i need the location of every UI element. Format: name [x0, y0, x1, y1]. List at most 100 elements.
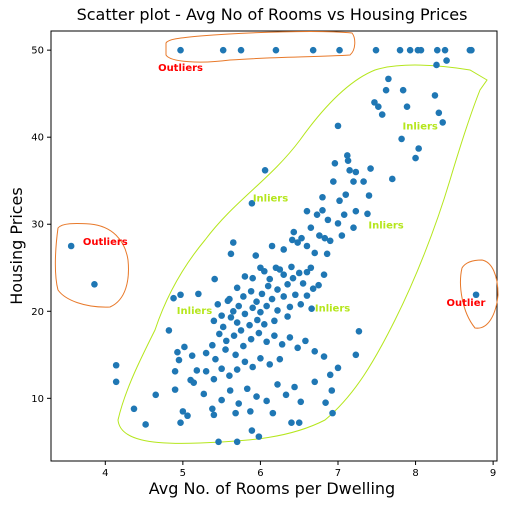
data-point [226, 387, 234, 394]
data-point [372, 46, 380, 54]
data-point [311, 249, 319, 257]
data-point [263, 338, 270, 346]
data-point [352, 207, 360, 215]
point-layer [67, 46, 480, 446]
data-point [247, 408, 254, 415]
data-point [439, 119, 447, 126]
data-point [276, 355, 284, 363]
annotation-label: Inliers [403, 121, 438, 132]
data-point [336, 46, 343, 54]
data-point [249, 363, 256, 371]
data-point [235, 302, 243, 310]
data-point [415, 145, 422, 152]
data-point [308, 305, 315, 312]
data-point [261, 267, 268, 275]
data-point [286, 334, 294, 341]
data-point [342, 191, 350, 198]
data-point [264, 282, 272, 290]
x-tick-label: 6 [257, 468, 263, 479]
data-point [210, 411, 218, 419]
chart-title: Scatter plot - Avg No of Rooms vs Housin… [77, 5, 468, 24]
data-point [343, 152, 351, 159]
data-point [241, 358, 249, 366]
x-tick-label: 5 [180, 468, 186, 479]
data-point [175, 356, 183, 364]
data-point [219, 323, 227, 331]
data-point [412, 154, 419, 162]
data-point [324, 216, 332, 224]
data-point [336, 197, 343, 205]
data-point [200, 390, 208, 398]
data-point [371, 99, 378, 106]
data-point [266, 275, 274, 283]
annotation-label: Inliers [177, 306, 212, 317]
data-point [433, 46, 441, 54]
data-point [247, 335, 255, 343]
data-point [233, 438, 241, 446]
data-point [303, 207, 311, 215]
data-point [288, 419, 295, 427]
data-point [311, 348, 319, 355]
data-point [246, 321, 253, 329]
data-point [249, 274, 256, 282]
data-point [280, 246, 287, 253]
data-point [219, 46, 227, 54]
data-point [378, 111, 386, 118]
data-point [435, 109, 443, 117]
data-point [297, 301, 305, 308]
data-point [269, 409, 277, 417]
x-tick-label: 4 [102, 468, 108, 479]
data-point [382, 86, 390, 94]
data-point [177, 291, 184, 299]
data-point [230, 332, 238, 339]
x-tick-label: 9 [490, 468, 496, 479]
data-point [257, 308, 264, 316]
data-point [177, 46, 184, 54]
data-point [202, 349, 210, 357]
inlier-region [117, 64, 488, 444]
data-point [346, 166, 353, 174]
data-point [331, 160, 339, 167]
data-point [367, 165, 374, 172]
data-point [209, 341, 216, 349]
outlier-region-top [165, 31, 356, 63]
data-point [240, 342, 247, 350]
x-tick-label: 8 [412, 468, 418, 479]
data-point [142, 421, 149, 428]
data-point [170, 294, 177, 302]
data-point [216, 330, 223, 338]
data-point [309, 46, 317, 54]
data-point [284, 313, 291, 320]
data-point [272, 46, 280, 54]
data-point [224, 297, 232, 305]
data-point [472, 291, 480, 299]
y-tick-label: 40 [31, 133, 44, 144]
data-point [177, 419, 184, 427]
data-point [328, 387, 336, 394]
data-point [320, 353, 328, 360]
data-point [210, 317, 218, 325]
data-point [417, 46, 425, 54]
annotation-label: Outliers [83, 237, 128, 248]
data-point [303, 268, 311, 276]
data-point [261, 321, 268, 328]
data-point [237, 46, 245, 54]
data-point [243, 385, 251, 393]
data-point [202, 368, 210, 375]
data-point [233, 366, 241, 373]
data-point [233, 284, 241, 292]
data-point [218, 396, 225, 404]
data-point [303, 292, 311, 299]
data-point [326, 237, 334, 245]
data-point [253, 393, 260, 400]
y-tick-label: 50 [31, 46, 44, 57]
data-point [181, 343, 188, 351]
x-tick-label: 7 [335, 468, 341, 479]
data-point [266, 361, 274, 368]
y-tick-label: 20 [31, 307, 44, 318]
y-tick-label: 30 [31, 220, 44, 231]
data-point [299, 280, 307, 287]
data-point [326, 371, 334, 379]
data-point [263, 302, 270, 310]
